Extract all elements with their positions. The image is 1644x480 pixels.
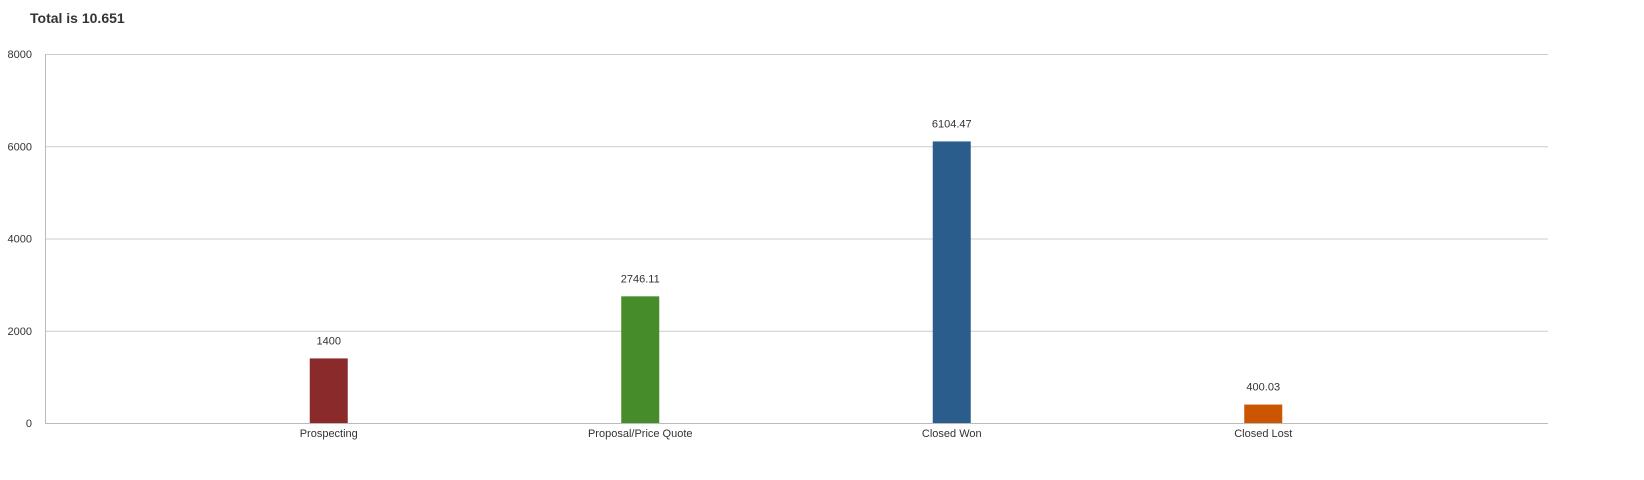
grid-lines [45,54,1548,424]
y-tick-label: 2000 [8,326,32,338]
y-tick-label: 6000 [8,141,32,153]
y-tick-label: 0 [26,418,32,430]
bar-closed-lost[interactable] [1244,404,1283,423]
data-labels: 1400 2746.11 6104.47 400.03 [317,118,1281,393]
data-label: 6104.47 [932,118,972,130]
y-axis: 0 2000 4000 6000 8000 [8,49,32,430]
x-tick-label: Prospecting [300,428,358,440]
x-tick-label: Proposal/Price Quote [588,428,693,440]
x-tick-label: Closed Won [922,428,982,440]
bar-prospecting[interactable] [309,358,348,423]
data-label: 1400 [317,335,341,347]
x-axis: Prospecting Proposal/Price Quote Closed Wo… [300,428,1293,440]
data-label: 400.03 [1246,382,1280,394]
bar-closed-won[interactable] [932,141,971,423]
chart-title: Total is 10.651 [30,10,125,26]
bar-proposal-price-quote[interactable] [621,296,660,423]
x-tick-label: Closed Lost [1234,428,1292,440]
y-tick-label: 8000 [8,49,32,61]
bar-series [309,141,1283,423]
y-tick-label: 4000 [8,234,32,246]
data-label: 2746.11 [621,273,660,285]
